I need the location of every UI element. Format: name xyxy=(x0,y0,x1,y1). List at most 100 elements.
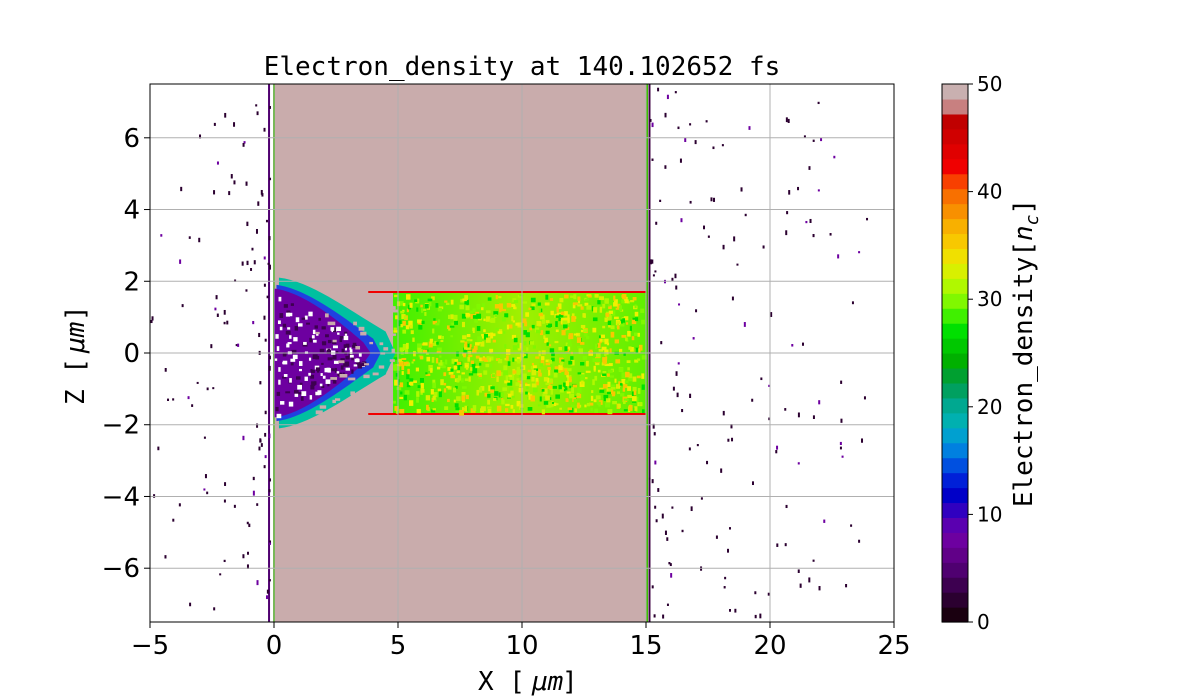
front-speckle xyxy=(330,327,335,331)
channel-speckle xyxy=(610,384,616,389)
channel-speckle xyxy=(463,347,467,354)
front-filament xyxy=(391,309,398,313)
ejected-electron-speck xyxy=(250,268,253,271)
ejected-electron-speck xyxy=(268,579,271,582)
ejected-electron-speck xyxy=(788,190,791,195)
front-speckle xyxy=(352,344,357,348)
channel-speckle xyxy=(425,372,428,375)
channel-speckle xyxy=(432,342,437,346)
ejected-electron-speck xyxy=(255,228,258,234)
front-speckle xyxy=(319,383,323,387)
channel-speckle xyxy=(600,334,605,338)
channel-speckle xyxy=(604,338,609,345)
ejected-electron-speck xyxy=(670,573,673,578)
ejected-electron-speck xyxy=(259,438,262,443)
channel-speckle xyxy=(609,375,615,378)
channel-speckle xyxy=(546,342,549,346)
channel-speckle xyxy=(592,379,595,386)
front-speckle xyxy=(358,353,362,357)
channel-speckle xyxy=(641,319,645,325)
channel-speckle xyxy=(469,339,473,342)
ejected-electron-speck xyxy=(252,320,255,325)
channel-speckle xyxy=(516,400,521,407)
channel-speckle xyxy=(594,408,599,413)
channel-speckle xyxy=(619,383,623,386)
ejected-electron-speck xyxy=(775,450,778,454)
colorbar-swatch xyxy=(942,128,968,145)
channel-speckle xyxy=(494,304,500,309)
channel-speckle xyxy=(635,347,639,354)
colorbar-frame xyxy=(941,83,969,623)
channel-speckle xyxy=(604,352,607,356)
channel-speckle xyxy=(562,320,568,325)
front-filament xyxy=(338,360,345,364)
channel-speckle xyxy=(454,320,458,325)
channel-speckle xyxy=(558,384,562,390)
ejected-electron-speck xyxy=(214,307,217,311)
channel-speckle xyxy=(394,294,398,298)
channel-speckle xyxy=(476,326,481,331)
front-filament xyxy=(392,333,396,336)
channel-speckle xyxy=(514,358,517,362)
channel-speckle xyxy=(595,353,601,359)
ejected-electron-speck xyxy=(223,559,226,563)
channel-speckle xyxy=(409,302,413,308)
ejected-electron-speck xyxy=(242,142,245,147)
ejected-electron-speck xyxy=(731,296,734,301)
channel-speckle xyxy=(522,318,527,323)
colorbar-swatch xyxy=(942,263,968,279)
channel-speckle xyxy=(412,337,415,342)
channel-speckle xyxy=(527,369,531,373)
channel-speckle xyxy=(507,357,511,363)
channel-speckle xyxy=(456,396,461,401)
channel-speckle xyxy=(580,306,584,310)
ejected-electron-speck xyxy=(235,344,238,347)
channel-speckle xyxy=(623,353,626,356)
front-speckle xyxy=(336,371,340,374)
channel-speckle xyxy=(531,324,535,329)
channel-speckle xyxy=(451,370,456,373)
ejected-electron-speck xyxy=(653,614,656,618)
front-speckle xyxy=(281,376,287,379)
channel-speckle xyxy=(602,303,606,309)
channel-speckle xyxy=(530,306,535,311)
front-speckle xyxy=(312,354,318,359)
channel-speckle xyxy=(465,315,470,319)
channel-speckle xyxy=(432,379,436,384)
channel-speckle xyxy=(538,313,543,317)
channel-speckle xyxy=(539,330,544,336)
ejected-electron-speck xyxy=(219,573,222,576)
channel-speckle xyxy=(586,294,592,297)
channel-speckle xyxy=(453,365,458,370)
channel-speckle xyxy=(570,295,574,298)
channel-speckle xyxy=(497,331,503,334)
channel-speckle xyxy=(641,373,645,379)
channel-speckle xyxy=(614,339,620,344)
channel-speckle xyxy=(535,303,539,308)
channel-speckle xyxy=(503,331,506,334)
front-speckle xyxy=(274,358,278,361)
ejected-electron-speck xyxy=(671,506,674,509)
ejected-electron-speck xyxy=(840,380,843,384)
channel-speckle xyxy=(453,399,456,403)
channel-speckle xyxy=(506,302,512,308)
channel-speckle xyxy=(475,311,480,316)
channel-speckle xyxy=(395,315,399,320)
channel-speckle xyxy=(414,299,418,303)
channel-speckle xyxy=(592,327,597,333)
front-speckle xyxy=(304,315,308,320)
channel-speckle xyxy=(441,335,444,340)
channel-speckle xyxy=(531,303,537,307)
channel-speckle xyxy=(507,361,511,366)
channel-speckle xyxy=(475,342,480,346)
ejected-electron-speck xyxy=(786,211,789,215)
ejected-electron-speck xyxy=(858,251,861,254)
channel-speckle xyxy=(450,368,454,372)
y-tick-label: 2 xyxy=(123,267,140,297)
colorbar-swatch xyxy=(942,233,968,249)
ejected-electron-speck xyxy=(248,523,251,528)
channel-speckle xyxy=(531,383,537,388)
ejected-electron-speck xyxy=(692,337,695,340)
front-filament xyxy=(315,331,320,335)
channel-speckle xyxy=(541,409,545,415)
